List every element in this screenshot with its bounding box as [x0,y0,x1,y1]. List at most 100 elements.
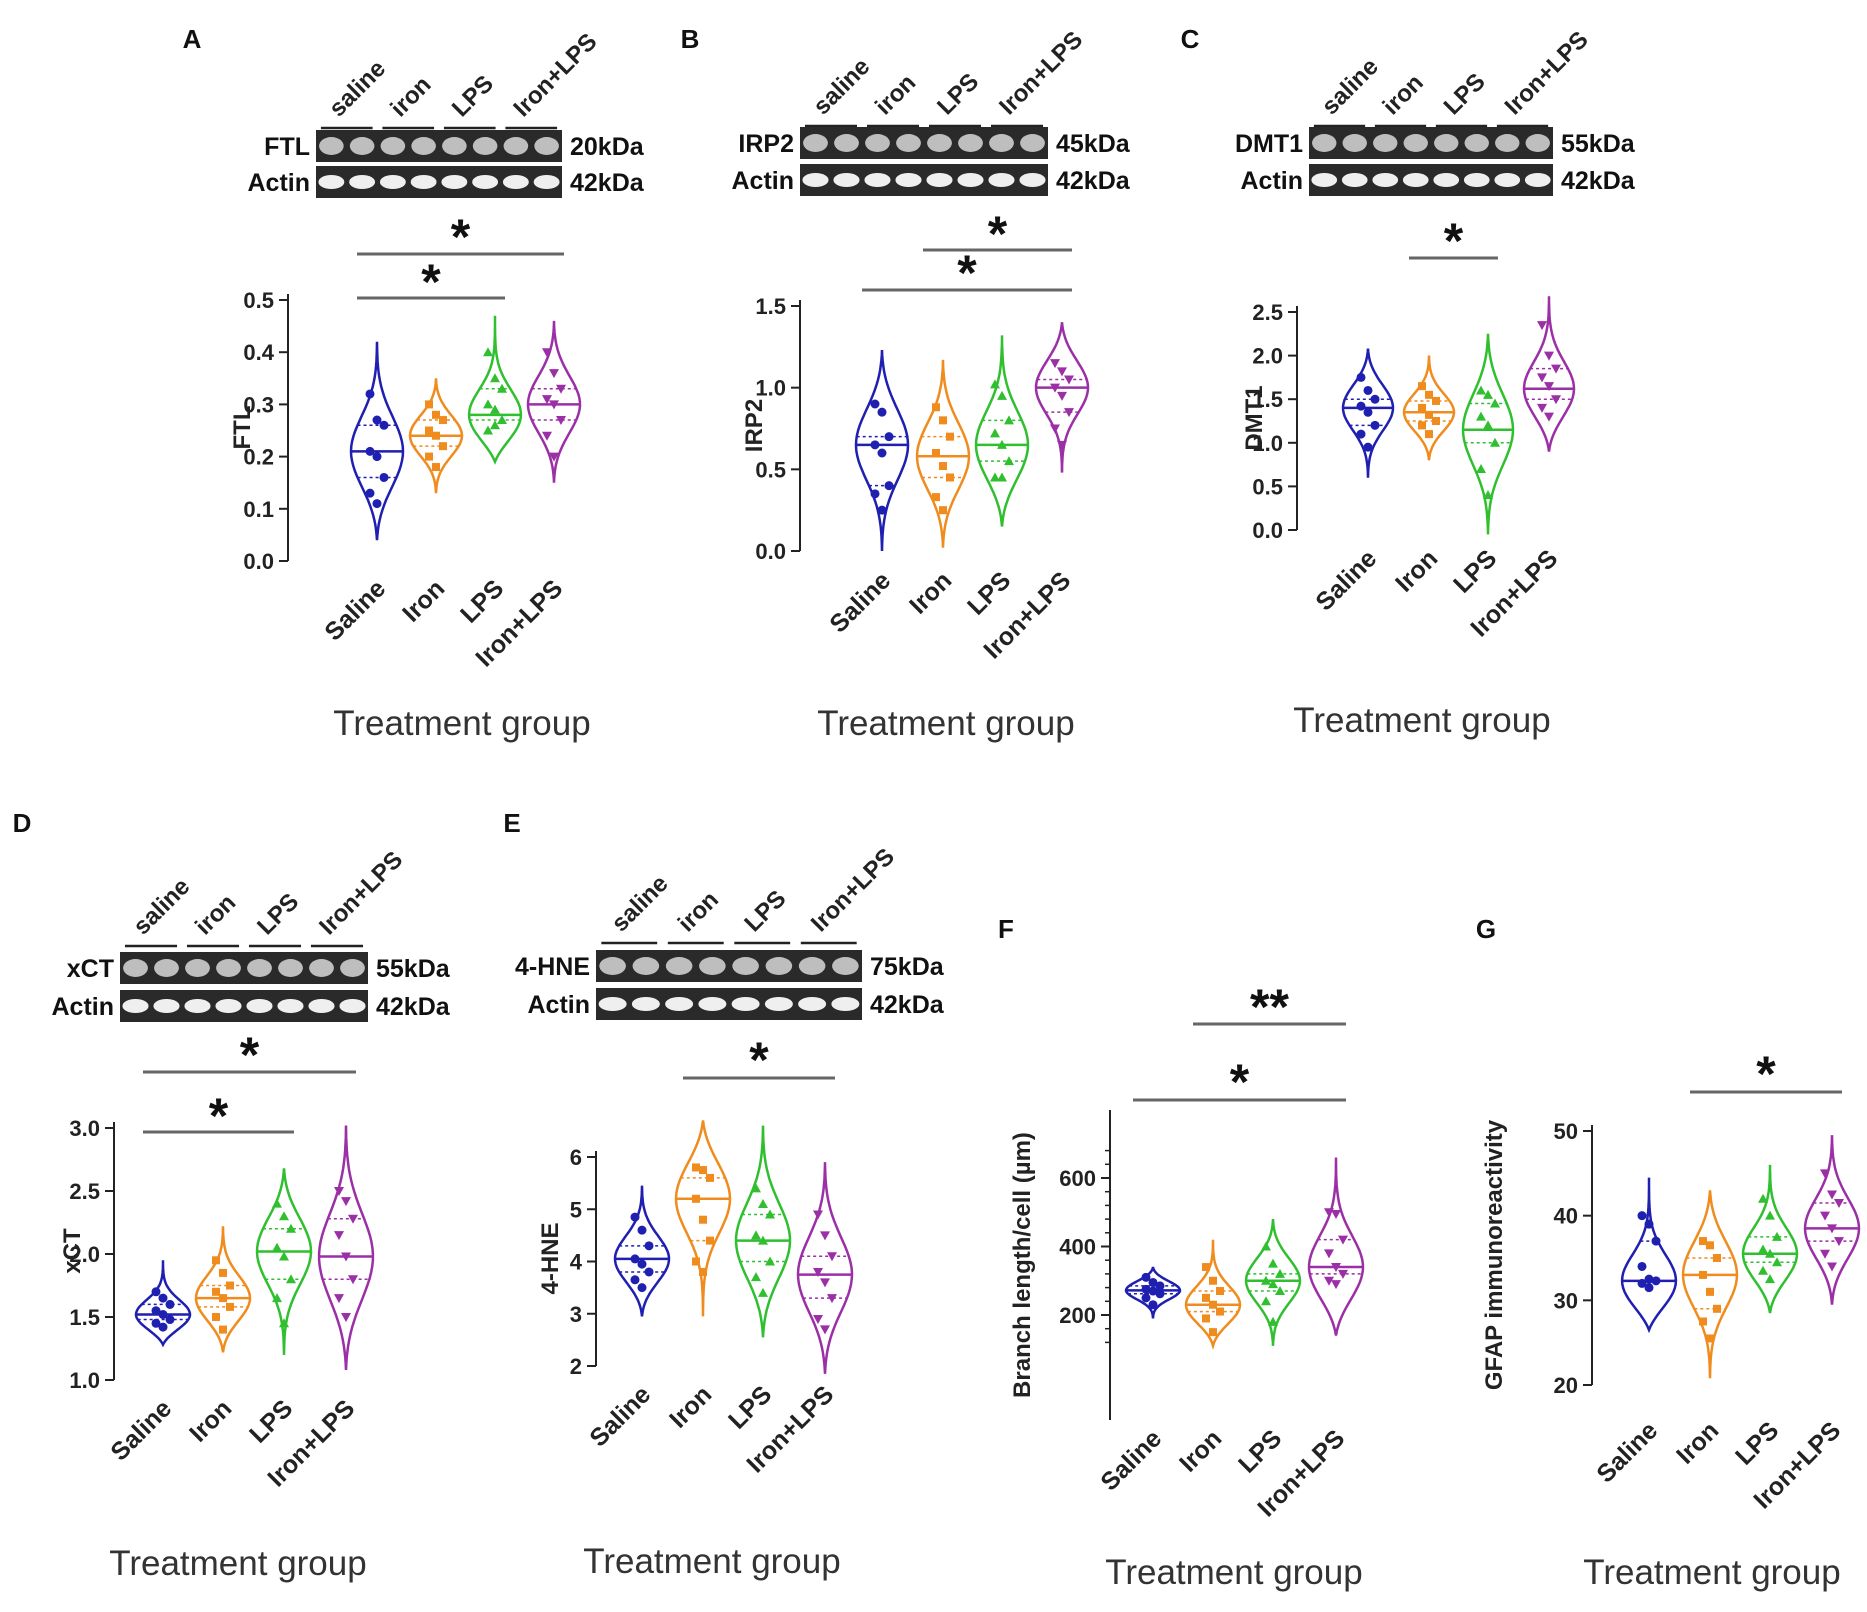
significance-star: * [1230,1054,1250,1110]
violin-outline [1307,1157,1365,1336]
y-axis: 0.0 0.1 0.2 0.3 0.4 0.5 FTL [229,288,289,574]
data-point [644,1241,654,1251]
data-point [1209,1300,1217,1309]
panel-letter-g: G [1476,914,1496,944]
data-point [939,462,947,471]
violin-outline [1184,1239,1242,1351]
violin-lps [1741,1164,1799,1314]
data-point [1699,1317,1707,1326]
lane-label: saline [808,53,875,120]
violin-iron-lps [1522,296,1576,452]
y-tick-label: 40 [1554,1204,1578,1229]
significance-star: * [988,206,1008,262]
blot-actin-band [1341,172,1368,188]
data-point [765,1209,775,1219]
data-point [1699,1237,1707,1246]
data-point [165,1315,175,1325]
y-tick-label: 2 [570,1354,582,1379]
data-point [1551,395,1561,405]
blot-actin-band [833,172,860,188]
violin-lps [1461,333,1515,535]
data-point [497,383,507,393]
blot-control-kda: 42kDa [376,993,451,1021]
data-point [372,452,382,462]
violin-iron-lps [1307,1157,1365,1336]
violin-iron-lps [1034,322,1090,473]
blot-actin-band [698,996,727,1012]
data-point [226,1281,234,1290]
blot-band [1495,134,1520,152]
panel-letter-b: B [681,24,700,54]
lane-label: iron [870,69,921,120]
data-point [279,1318,289,1328]
data-point [1772,1257,1782,1267]
violin-iron [194,1226,252,1353]
data-point [939,416,947,425]
data-point [1758,1244,1768,1254]
data-point [1544,382,1554,392]
significance-star: * [209,1088,229,1144]
data-point [1261,1241,1271,1251]
y-tick-label: 600 [1059,1166,1096,1191]
lane-label: saline [324,55,391,122]
data-point [1363,385,1373,395]
blot-target-kda: 55kDa [376,955,451,983]
data-point [997,472,1007,482]
violin-lps [1244,1219,1302,1346]
panel-letter-a: A [183,24,202,54]
data-point [820,1325,830,1335]
data-point [365,446,375,456]
violin-outline [674,1120,732,1317]
blot-control-kda: 42kDa [570,169,645,197]
x-axis-title: Treatment group [109,1544,366,1583]
blot-actin-band [764,996,793,1012]
data-point [1261,1296,1271,1306]
y-tick-label: 400 [1059,1235,1096,1260]
data-point [1713,1304,1721,1313]
y-tick-label: 6 [570,1145,582,1170]
violin-iron-lps [796,1162,854,1374]
data-point [1537,321,1547,331]
data-point [542,431,552,441]
y-tick-label: 0.1 [243,497,274,522]
data-point [751,1183,761,1193]
data-point [877,505,887,515]
data-point [932,403,940,412]
data-point [1141,1293,1151,1303]
data-point [158,1309,168,1319]
blot-target-label: xCT [67,955,114,983]
blot-band [803,134,828,152]
y-tick-label: 50 [1554,1119,1578,1144]
y-tick-label: 2.0 [69,1242,100,1267]
data-point [1820,1249,1830,1259]
data-point [1324,1276,1334,1286]
category-label: Saline [824,566,896,638]
y-tick-label: 1.5 [755,294,786,319]
data-point [1216,1307,1224,1316]
data-point [1331,1280,1341,1290]
y-tick-label: 30 [1554,1288,1578,1313]
data-point [1209,1328,1217,1337]
data-point [1148,1286,1158,1296]
data-point [1483,490,1493,500]
data-point [813,1314,823,1324]
blot-band [534,137,559,155]
blot-band [185,959,210,977]
category-label: LPS [962,566,1016,620]
data-point [1651,1276,1661,1286]
category-label: LPS [244,1394,298,1448]
data-point [226,1302,234,1311]
data-point [151,1306,161,1316]
data-point [692,1257,700,1266]
category-label: Iron [1390,544,1443,597]
data-point [699,1267,707,1276]
blot-actin-band [802,172,829,188]
violin-lps [467,315,523,465]
data-point [1699,1270,1707,1279]
blot-control-kda: 42kDa [1056,167,1131,195]
data-point [1356,401,1366,411]
category-label: Iron [397,574,450,627]
blot-control-label: Actin [1241,167,1304,195]
blot-control-label: Actin [52,993,115,1021]
blot-band [1373,134,1398,152]
